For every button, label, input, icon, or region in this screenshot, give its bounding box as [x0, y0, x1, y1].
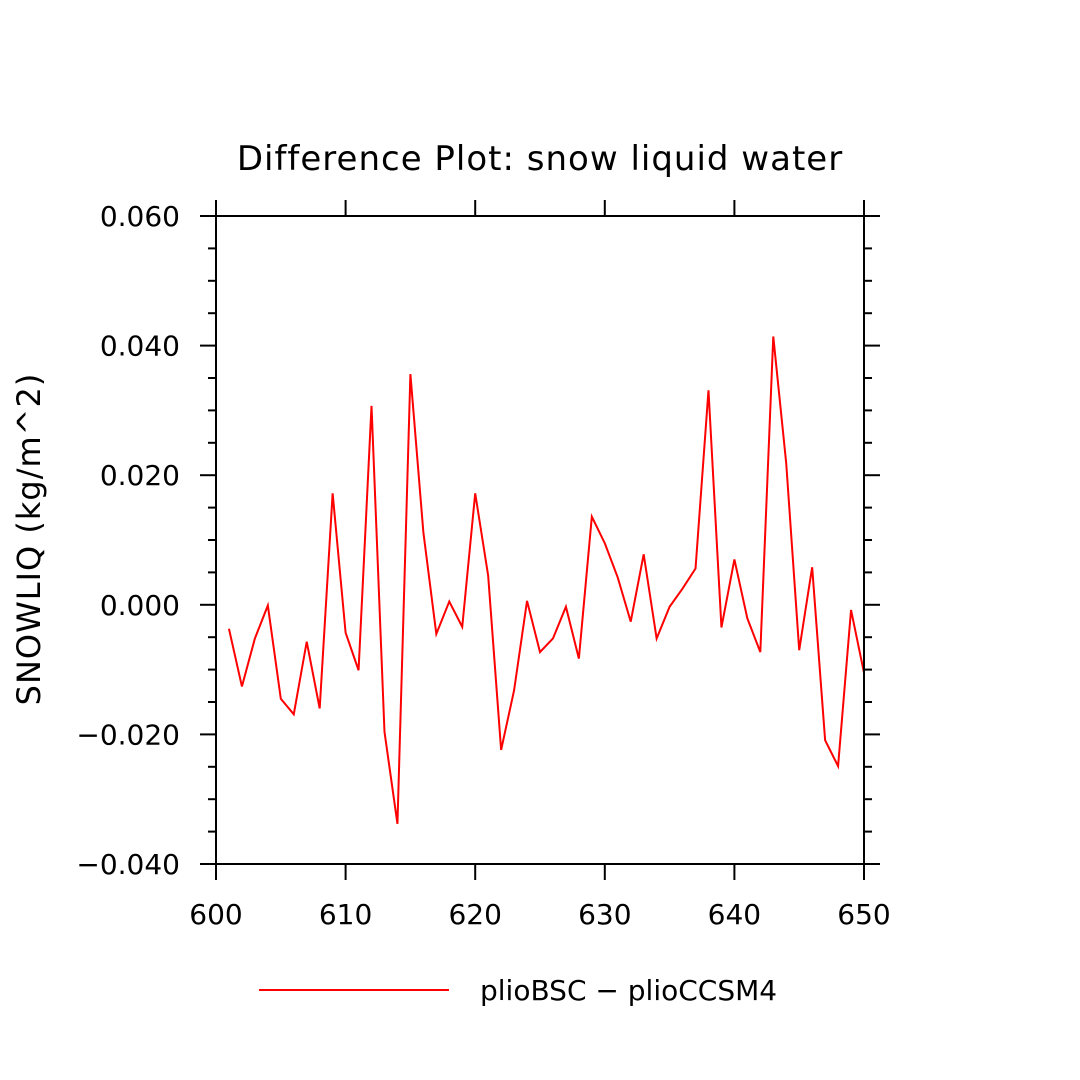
plot-frame: [215, 215, 865, 865]
x-tick-label: 600: [189, 898, 242, 931]
y-tick-label: 0.040: [100, 330, 180, 363]
y-tick-label: −0.020: [76, 718, 180, 751]
axis-tick-labels: 600 610 620 630 640 650 −0.040 −0.020 0.000 0.020…: [76, 200, 890, 931]
chart-title: Difference Plot: snow liquid water: [237, 139, 843, 179]
y-tick-label: 0.000: [100, 589, 180, 622]
x-tick-label: 610: [319, 898, 372, 931]
x-tick-label: 640: [708, 898, 761, 931]
x-tick-label: 630: [578, 898, 631, 931]
legend-label: plioBSC − plioCCSM4: [480, 974, 777, 1007]
y-tick-label: −0.040: [76, 848, 180, 881]
x-tick-label: 620: [448, 898, 501, 931]
x-tick-label: 650: [837, 898, 890, 931]
y-tick-label: 0.060: [100, 200, 180, 233]
y-axis-label: SNOWLIQ (kg/m^2): [10, 373, 48, 706]
legend: plioBSC − plioCCSM4: [259, 974, 777, 1007]
series-layer: [227, 336, 865, 824]
series-line: [227, 336, 865, 824]
axis-ticks: [200, 200, 880, 880]
y-tick-label: 0.020: [100, 459, 180, 492]
